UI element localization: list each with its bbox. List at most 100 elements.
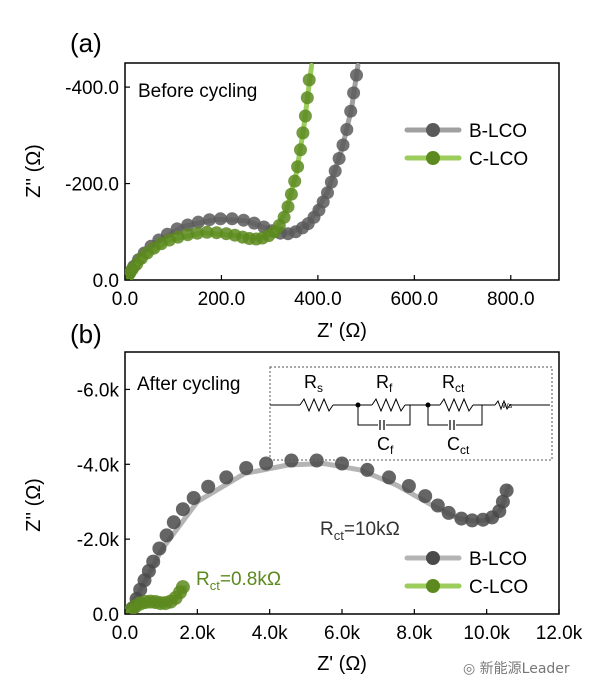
panel-b-axes: 0.0 2.0k 4.0k 6.0k 8.0k 10.0k 12.0k 0.0 -2.0k -4.…: [23, 380, 583, 675]
circuit-label-cf: Cf: [377, 434, 394, 457]
y-tick-label: -4.0k: [77, 455, 120, 476]
legend-marker-c-lco: [426, 151, 440, 165]
equivalent-circuit: Rs Rf Rct Cf Cct Ws: [269, 366, 553, 461]
legend-label-b-lco: B-LCO: [469, 121, 527, 142]
data-point-b-lco: [332, 152, 346, 165]
panel-a-annotation: Before cycling: [138, 81, 257, 102]
data-point-c-lco: [277, 210, 291, 224]
x-tick-label: 10.0k: [463, 623, 510, 644]
circuit-label-rct: Rct: [442, 372, 465, 395]
y-tick-label: -200.0: [65, 175, 119, 196]
data-point-b-lco: [499, 483, 514, 498]
panel-b-annotation: After cycling: [137, 374, 240, 395]
y-tick-label: 0.0: [93, 605, 119, 626]
data-point-b-lco: [382, 470, 396, 485]
data-point-b-lco: [152, 541, 167, 556]
watermark: ◎ 新能源Leader: [463, 658, 570, 678]
panel-a-frame: [124, 62, 560, 281]
rct-c-annotation: Rct=0.8kΩ: [196, 569, 281, 593]
panel-a-plot: [125, 63, 363, 280]
data-point-b-lco: [418, 489, 433, 504]
data-point-b-lco: [430, 498, 445, 513]
data-point-c-lco: [284, 187, 298, 201]
x-tick-label: 0.0: [112, 289, 138, 310]
data-point-b-lco: [336, 138, 350, 152]
data-point-b-lco: [225, 212, 239, 226]
x-tick-label: 800.0: [487, 289, 535, 310]
circuit-label-cct: Cct: [447, 434, 470, 457]
x-tick-label: 400.0: [294, 289, 342, 310]
data-point-b-lco: [328, 164, 342, 178]
data-point-c-lco: [288, 174, 302, 188]
data-point-b-lco: [219, 470, 234, 485]
data-point-b-lco: [465, 513, 480, 528]
resistor-rct-symbol: [439, 397, 474, 413]
data-point-b-lco: [201, 479, 216, 494]
watermark-text: 新能源Leader: [479, 661, 570, 677]
y-axis-label: Z'' (Ω): [23, 478, 45, 532]
legend-label-c-lco: C-LCO: [469, 577, 528, 598]
data-point-b-lco: [191, 215, 205, 229]
data-point-c-lco: [210, 226, 224, 240]
data-point-b-lco: [324, 175, 338, 189]
data-point-c-lco: [171, 230, 185, 244]
panel-b-plot: [125, 453, 514, 614]
data-point-b-lco: [350, 68, 363, 82]
data-point-b-lco: [344, 104, 358, 118]
x-tick-label: 200.0: [198, 289, 246, 310]
x-tick-label: 600.0: [391, 289, 439, 310]
x-tick-label: 2.0k: [179, 623, 215, 644]
data-point-c-lco: [300, 91, 314, 105]
data-point-b-lco: [186, 491, 201, 505]
legend-marker-b-lco: [426, 123, 440, 137]
data-point-b-lco: [239, 461, 254, 475]
panel-a-axes: 0.0 200.0 400.0 600.0 800.0 0.0 -200.0 -400.0 Z'…: [23, 78, 535, 342]
y-tick-label: 0.0: [93, 271, 119, 292]
y-axis-label: Z'' (Ω): [23, 144, 45, 198]
data-point-c-lco: [281, 200, 295, 214]
data-point-b-lco: [181, 218, 195, 232]
data-point-c-lco: [200, 225, 214, 239]
data-point-c-lco: [296, 126, 310, 140]
rct-b-annotation: Rct=10kΩ: [320, 519, 400, 543]
data-point-c-lco: [190, 226, 204, 240]
legend-label-c-lco: C-LCO: [469, 149, 528, 170]
data-point-c-lco: [175, 580, 190, 595]
panel-a-label: (a): [70, 28, 102, 58]
data-point-c-lco: [181, 228, 195, 242]
data-point-c-lco: [302, 73, 316, 87]
legend-marker-b-lco: [426, 551, 440, 565]
legend-marker-c-lco: [426, 579, 440, 593]
data-point-b-lco: [159, 528, 174, 543]
wechat-icon: ◎: [463, 661, 476, 677]
panel-b-label: (b): [70, 319, 102, 349]
data-point-c-lco: [291, 160, 305, 174]
data-point-b-lco: [441, 505, 456, 520]
data-point-c-lco: [294, 143, 307, 157]
data-point-b-lco: [454, 511, 469, 526]
panel-b-legend: B-LCO C-LCO: [404, 549, 528, 598]
x-tick-label: 4.0k: [252, 623, 288, 644]
data-point-b-lco: [309, 453, 324, 468]
circuit-label-ws: Ws: [502, 403, 513, 410]
data-point-b-lco: [214, 212, 227, 226]
legend-label-b-lco: B-LCO: [469, 549, 527, 570]
x-axis-label: Z' (Ω): [317, 320, 367, 342]
data-point-b-lco: [335, 456, 349, 471]
x-tick-label: 0.0: [112, 623, 138, 644]
data-point-b-lco: [347, 86, 361, 100]
data-point-b-lco: [495, 494, 510, 509]
resistor-rf-symbol: [371, 397, 406, 413]
y-tick-label: -6.0k: [77, 380, 120, 401]
data-point-b-lco: [360, 462, 375, 477]
data-point-b-lco: [259, 456, 274, 471]
data-point-b-lco: [175, 502, 190, 517]
x-tick-label: 8.0k: [396, 623, 432, 644]
x-tick-label: 6.0k: [324, 623, 360, 644]
x-tick-label: 12.0k: [536, 623, 583, 644]
data-point-b-lco: [401, 479, 416, 493]
data-point-b-lco: [202, 213, 216, 227]
data-point-b-lco: [321, 186, 334, 200]
resistor-rs-symbol: [299, 397, 334, 413]
circuit-label-rf: Rf: [376, 372, 393, 395]
